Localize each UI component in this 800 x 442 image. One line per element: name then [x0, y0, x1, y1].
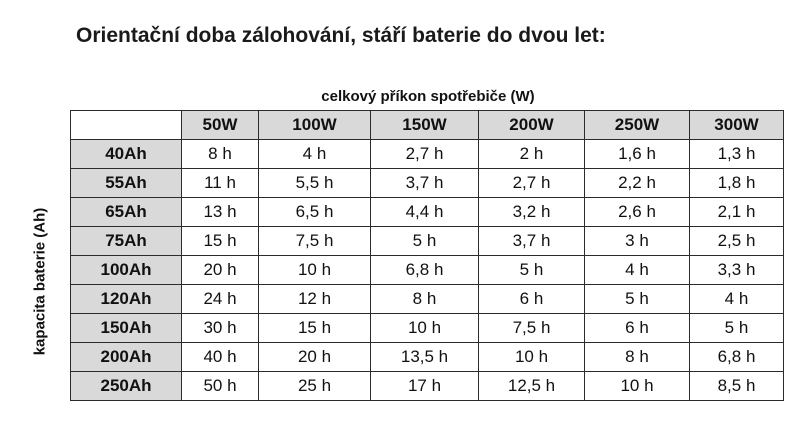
table-cell: 10 h — [258, 255, 371, 285]
table-cell: 4 h — [258, 139, 371, 169]
table-cell: 3,2 h — [478, 197, 585, 227]
table-cell: 25 h — [258, 371, 371, 401]
table-cell: 4 h — [584, 255, 690, 285]
row-header: 120Ah — [70, 284, 182, 314]
table-cell: 3,3 h — [689, 255, 784, 285]
table-cell: 5,5 h — [258, 168, 371, 198]
column-header: 300W — [689, 110, 784, 140]
table-cell: 20 h — [258, 342, 371, 372]
table-cell: 11 h — [181, 168, 259, 198]
table-cell: 6,5 h — [258, 197, 371, 227]
table-cell: 30 h — [181, 313, 259, 343]
table-cell: 5 h — [689, 313, 784, 343]
table-cell: 10 h — [478, 342, 585, 372]
row-header: 40Ah — [70, 139, 182, 169]
table-cell: 40 h — [181, 342, 259, 372]
table-cell: 5 h — [370, 226, 479, 256]
row-header: 100Ah — [70, 255, 182, 285]
table-cell: 8 h — [584, 342, 690, 372]
table-cell: 2,1 h — [689, 197, 784, 227]
table-cell: 5 h — [584, 284, 690, 314]
table-cell: 12,5 h — [478, 371, 585, 401]
table-header-row: 50W 100W 150W 200W 250W 300W — [70, 110, 784, 140]
row-header: 200Ah — [70, 342, 182, 372]
table-row: 55Ah 11 h 5,5 h 3,7 h 2,7 h 2,2 h 1,8 h — [70, 168, 784, 198]
table-cell: 3,7 h — [478, 226, 585, 256]
table-cell: 10 h — [370, 313, 479, 343]
table-cell: 1,8 h — [689, 168, 784, 198]
table-cell: 2,2 h — [584, 168, 690, 198]
table-cell: 15 h — [258, 313, 371, 343]
table-cell: 8,5 h — [689, 371, 784, 401]
table-cell: 7,5 h — [478, 313, 585, 343]
table-cell: 2 h — [478, 139, 585, 169]
page-title: Orientační doba zálohování, stáří bateri… — [76, 24, 606, 47]
row-header: 55Ah — [70, 168, 182, 198]
column-axis-caption: celkový příkon spotřebiče (W) — [321, 88, 535, 105]
table-cell: 17 h — [370, 371, 479, 401]
row-header: 250Ah — [70, 371, 182, 401]
table-cell: 4,4 h — [370, 197, 479, 227]
column-header: 50W — [181, 110, 259, 140]
table-cell: 8 h — [370, 284, 479, 314]
table-cell: 4 h — [689, 284, 784, 314]
table-cell: 12 h — [258, 284, 371, 314]
table-cell: 2,7 h — [478, 168, 585, 198]
table-cell: 3,7 h — [370, 168, 479, 198]
column-header: 150W — [370, 110, 479, 140]
table-cell: 50 h — [181, 371, 259, 401]
table-cell: 1,3 h — [689, 139, 784, 169]
table-cell: 20 h — [181, 255, 259, 285]
table-row: 65Ah 13 h 6,5 h 4,4 h 3,2 h 2,6 h 2,1 h — [70, 197, 784, 227]
row-axis-caption: kapacita baterie (Ah) — [31, 207, 49, 356]
table-cell: 15 h — [181, 226, 259, 256]
table-cell: 3 h — [584, 226, 690, 256]
column-header: 100W — [258, 110, 371, 140]
table-cell: 1,6 h — [584, 139, 690, 169]
table-cell: 6,8 h — [370, 255, 479, 285]
table-cell: 2,5 h — [689, 226, 784, 256]
column-header: 200W — [478, 110, 585, 140]
table-cell: 6 h — [478, 284, 585, 314]
table-cell: 6 h — [584, 313, 690, 343]
table-cell: 13 h — [181, 197, 259, 227]
table-cell: 13,5 h — [370, 342, 479, 372]
table-row: 250Ah 50 h 25 h 17 h 12,5 h 10 h 8,5 h — [70, 371, 784, 401]
table-corner-cell — [70, 110, 182, 140]
row-header: 65Ah — [70, 197, 182, 227]
table-cell: 24 h — [181, 284, 259, 314]
table-cell: 7,5 h — [258, 226, 371, 256]
row-header: 150Ah — [70, 313, 182, 343]
table-cell: 6,8 h — [689, 342, 784, 372]
table-cell: 2,6 h — [584, 197, 690, 227]
table-cell: 10 h — [584, 371, 690, 401]
column-header: 250W — [584, 110, 690, 140]
table-cell: 8 h — [181, 139, 259, 169]
table-cell: 5 h — [478, 255, 585, 285]
row-header: 75Ah — [70, 226, 182, 256]
table-cell: 2,7 h — [370, 139, 479, 169]
